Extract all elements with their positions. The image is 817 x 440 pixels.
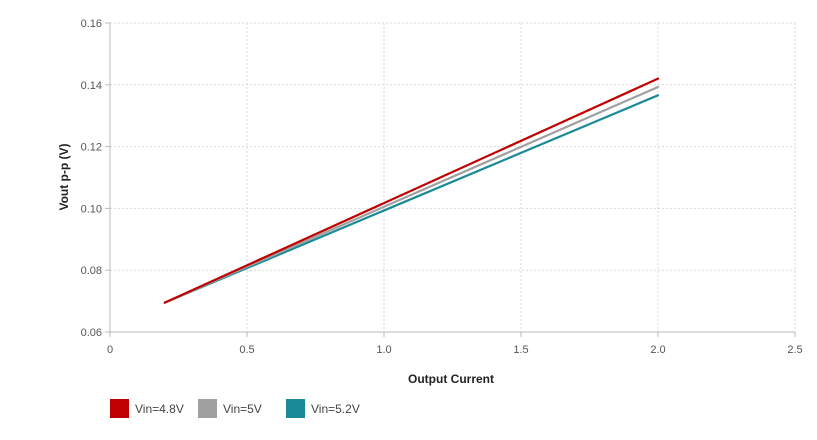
x-tick-label: 1.0 bbox=[376, 344, 391, 356]
legend-swatch-vin-5-2v bbox=[286, 399, 305, 418]
y-tick-label: 0.06 bbox=[81, 327, 102, 339]
y-tick-label: 0.10 bbox=[81, 203, 102, 215]
legend-item-vin-5v[interactable]: Vin=5V bbox=[198, 399, 286, 418]
legend-label: Vin=4.8V bbox=[135, 401, 184, 416]
y-axis-title: Vout p-p (V) bbox=[57, 143, 71, 210]
series-line-vin-5-2v bbox=[163, 94, 660, 304]
series-line-vin-4-8v bbox=[163, 77, 660, 304]
y-tick-label: 0.14 bbox=[81, 80, 102, 92]
legend-label: Vin=5.2V bbox=[311, 401, 360, 416]
series-lines bbox=[163, 77, 660, 304]
legend-item-vin-4-8v[interactable]: Vin=4.8V bbox=[110, 399, 198, 418]
x-tick-label: 2.5 bbox=[787, 344, 802, 356]
x-tick-label: 2.0 bbox=[650, 344, 665, 356]
x-tick-label: 1.5 bbox=[513, 344, 528, 356]
legend-item-vin-5-2v[interactable]: Vin=5.2V bbox=[286, 399, 374, 418]
y-tick-label: 0.12 bbox=[81, 142, 102, 154]
x-tick-label: 0.5 bbox=[239, 344, 254, 356]
y-tick-label: 0.16 bbox=[81, 18, 102, 30]
x-tick-label: 0 bbox=[107, 344, 113, 356]
grid-lines bbox=[110, 22, 796, 332]
axes bbox=[105, 22, 796, 337]
legend-swatch-vin-5v bbox=[198, 399, 217, 418]
series-line-vin-5v bbox=[163, 85, 660, 304]
x-axis-title: Output Current bbox=[408, 372, 494, 386]
tick-labels: 0 0.5 1.0 1.5 2.0 2.5 0.06 0.08 0.10 0.12 0.14 0.16 bbox=[81, 18, 803, 356]
legend: Vin=4.8V Vin=5V Vin=5.2V bbox=[110, 399, 374, 418]
legend-label: Vin=5V bbox=[223, 401, 262, 416]
legend-swatch-vin-4-8v bbox=[110, 399, 129, 418]
y-tick-label: 0.08 bbox=[81, 265, 102, 277]
